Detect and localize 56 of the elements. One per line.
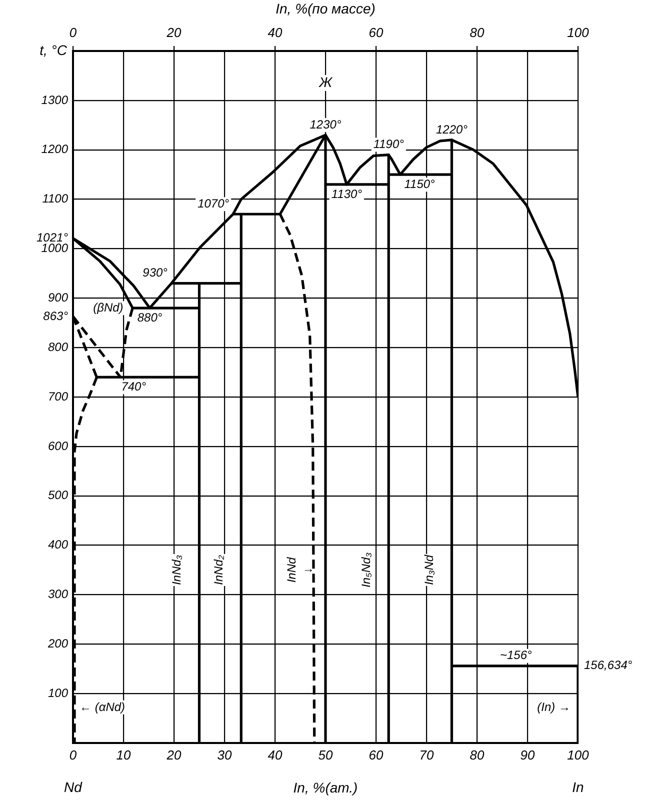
x-tick-label: 40 — [268, 747, 283, 762]
x-tick-label: 10 — [116, 747, 132, 762]
annotation: ← (αNd) — [80, 700, 126, 714]
y-tick-label: 400 — [48, 538, 68, 552]
x-tick-label: 70 — [419, 747, 434, 762]
x2-tick-label: 100 — [567, 24, 590, 40]
x2-tick-label: 40 — [268, 24, 283, 40]
annotation: (βNd) — [93, 300, 124, 314]
x-tick-label: 90 — [520, 747, 536, 762]
text: In₅Nd₃ — [358, 552, 373, 588]
x2-tick-label: 80 — [470, 24, 485, 40]
annotation: 1220° — [436, 122, 468, 136]
y-tick-label: 1300 — [41, 92, 68, 107]
y-tick-label: 1200 — [41, 142, 68, 156]
y-tick-label: 600 — [48, 438, 68, 453]
x-tick-label: 0 — [69, 747, 78, 762]
annotation: 1150° — [404, 176, 436, 191]
text: In — [572, 778, 584, 795]
annotation: 930° — [142, 266, 168, 280]
x2-tick-label: 20 — [166, 24, 182, 40]
x-axis-title: In, %(ат.) — [293, 779, 358, 796]
x2-tick-label: 0 — [69, 24, 78, 40]
y-tick-label: 700 — [48, 389, 68, 404]
x-tick-label: 80 — [470, 747, 485, 762]
y-tick-label: 100 — [48, 686, 68, 700]
annotation: 1070° — [198, 196, 230, 210]
y-tick-label: 900 — [48, 290, 68, 304]
annotation: 156,634° — [584, 658, 632, 672]
annotation: → — [302, 561, 314, 576]
x-tick-label: 30 — [217, 747, 232, 762]
y-tick-label: 500 — [48, 488, 68, 502]
y-tick-label: 863° — [43, 308, 68, 323]
y-axis-title: t, °C — [40, 42, 68, 58]
text: InNd₂ — [212, 554, 226, 585]
y-tick-label: 300 — [48, 587, 68, 602]
annotation: 1190° — [373, 137, 404, 152]
annotation: 1130° — [331, 186, 362, 201]
x2-axis-title: In, %(по массе) — [276, 0, 376, 16]
annotation: 880° — [137, 310, 162, 324]
x2-tick-label: 60 — [368, 24, 384, 40]
annotation: (In) → — [537, 700, 570, 714]
annotation: Ж — [318, 74, 334, 90]
x-tick-label: 100 — [567, 747, 590, 762]
y-tick-label: 1100 — [42, 192, 68, 206]
annotation: 740° — [121, 380, 146, 394]
text: InNd₃ — [170, 554, 184, 586]
annotation: ~156° — [500, 648, 532, 662]
text: In₃Nd — [422, 554, 436, 586]
text: InNd — [284, 557, 299, 583]
x-tick-label: 20 — [166, 747, 182, 762]
x-tick-label: 60 — [368, 747, 384, 762]
annotation: 1230° — [310, 117, 342, 132]
x-tick-label: 50 — [318, 747, 334, 762]
y-tick-label: 800 — [48, 340, 68, 354]
text: Nd — [64, 778, 84, 795]
y-tick-label: 200 — [46, 636, 68, 650]
